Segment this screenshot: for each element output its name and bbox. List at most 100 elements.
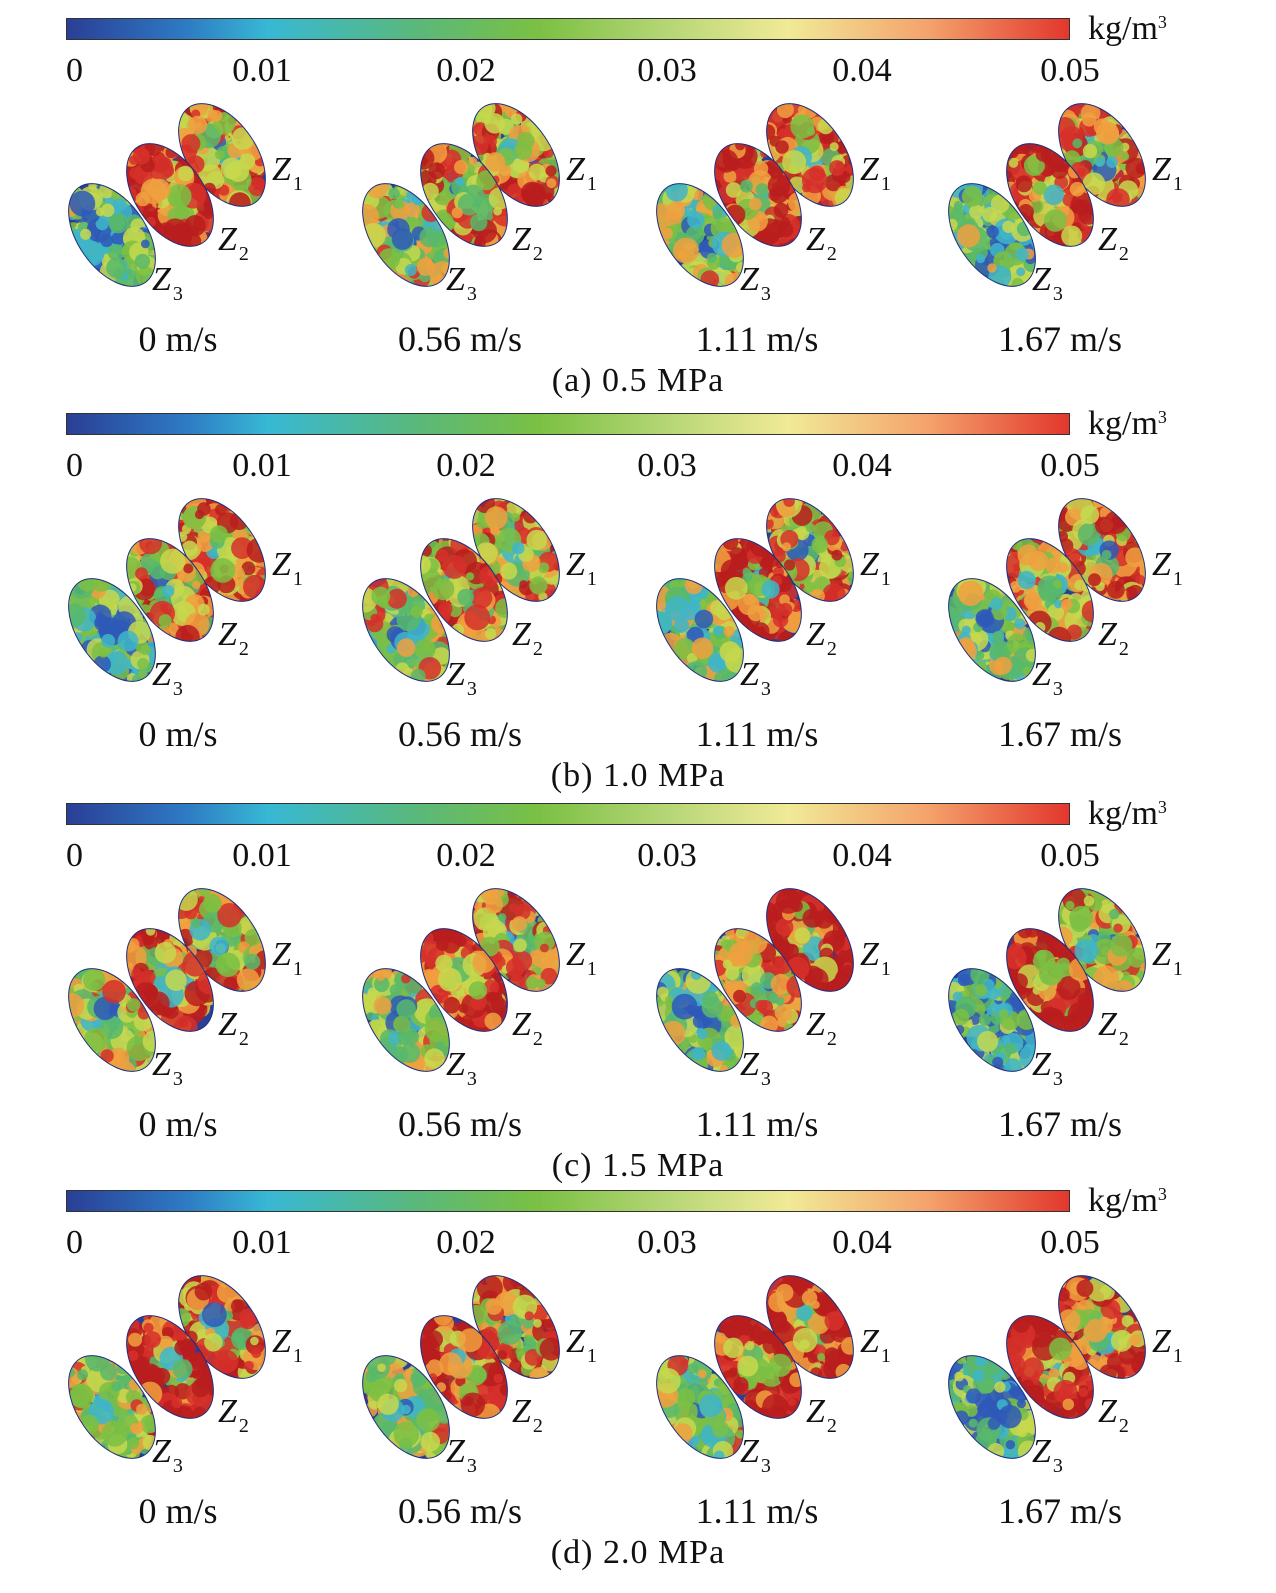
colorbar <box>66 18 1070 40</box>
density-plate <box>939 569 1045 688</box>
density-plate <box>649 173 749 293</box>
colorbar-tick-label: 0 <box>66 447 83 484</box>
colorbar-tick-label: 0.01 <box>232 447 292 484</box>
density-plate <box>118 527 224 650</box>
colorbar <box>66 1190 1070 1212</box>
panel-caption: (a) 0.5 MPa <box>551 362 725 399</box>
colorbar-tick-label: 0.02 <box>436 447 496 484</box>
density-plate <box>412 919 515 1041</box>
density-plate <box>938 175 1040 292</box>
speed-label: 1.67 m/s <box>997 1491 1123 1531</box>
density-plate <box>463 1267 571 1388</box>
density-plate <box>757 488 862 610</box>
density-plate <box>58 178 166 295</box>
colorbar-unit: kg/m3 <box>1088 10 1167 47</box>
colorbar-tick-label: 0.04 <box>832 447 892 484</box>
density-plate <box>1049 1272 1153 1385</box>
density-plate <box>356 962 456 1079</box>
colorbar-tick-label: 0 <box>66 52 83 89</box>
density-plate <box>706 532 808 649</box>
panel: kg/m3 0 0.01 0.02 0.03 0.04 0.05 Z 1 Z 2 Z 3 Z 1 Z 2 Z 3 Z 1… <box>0 1172 1276 1571</box>
speed-label: 0 m/s <box>138 319 218 359</box>
panel-caption: (b) 1.0 MPa <box>550 757 726 794</box>
colorbar-tick-label: 0.04 <box>832 1224 892 1261</box>
density-plate <box>116 138 220 251</box>
density-plate <box>169 880 275 1001</box>
density-plate <box>354 1348 459 1464</box>
colorbar-tick-label: 0.03 <box>637 1224 697 1261</box>
speed-label: 1.11 m/s <box>695 1491 819 1531</box>
colorbar-unit: kg/m3 <box>1088 795 1167 832</box>
density-plate <box>648 1348 752 1468</box>
speed-label: 0 m/s <box>138 1491 218 1531</box>
colorbar-tick-label: 0 <box>66 837 83 874</box>
speed-label: 0.56 m/s <box>397 1104 523 1144</box>
plates-plot: Z 1 Z 2 Z 3 Z 1 Z 2 Z 3 Z 1 Z 2 Z 3 Z 1 Z 2 Z 3 <box>59 878 1183 1090</box>
colorbar-tick-label: 0.05 <box>1040 447 1100 484</box>
speed-label: 0.56 m/s <box>397 714 523 754</box>
panel: kg/m3 0 0.01 0.02 0.03 0.04 0.05 Z 1 Z 2 Z 3 Z 1 Z 2 Z 3 Z 1… <box>0 0 1276 399</box>
plates-plot: Z 1 Z 2 Z 3 Z 1 Z 2 Z 3 Z 1 Z 2 Z 3 Z 1 Z 2 Z 3 <box>58 1265 1183 1477</box>
speed-label: 0 m/s <box>138 1104 218 1144</box>
colorbar-tick-label: 0.05 <box>1040 837 1100 874</box>
speed-label: 0.56 m/s <box>397 1491 523 1531</box>
colorbar-tick-label: 0.02 <box>436 1224 496 1261</box>
colorbar-tick-label: 0.01 <box>232 1224 292 1261</box>
plates-plot: Z 1 Z 2 Z 3 Z 1 Z 2 Z 3 Z 1 Z 2 Z 3 Z 1 Z 2 Z 3 <box>60 488 1183 700</box>
colorbar <box>66 803 1070 825</box>
speed-label: 1.67 m/s <box>997 319 1123 359</box>
density-plate <box>412 136 519 258</box>
colorbar-tick-label: 0.05 <box>1040 52 1100 89</box>
speed-label: 1.11 m/s <box>695 714 819 754</box>
speed-label: 0.56 m/s <box>397 319 523 359</box>
colorbar-tick-label: 0.05 <box>1040 1224 1100 1261</box>
speed-label: 1.11 m/s <box>695 1104 819 1144</box>
colorbar <box>66 413 1070 435</box>
colorbar-tick-label: 0.01 <box>232 837 292 874</box>
colorbar-unit: kg/m3 <box>1088 405 1167 442</box>
colorbar-tick-label: 0.03 <box>637 447 697 484</box>
colorbar-tick-label: 0.02 <box>436 52 496 89</box>
colorbar-tick-label: 0.02 <box>436 837 496 874</box>
density-plate <box>998 920 1102 1043</box>
